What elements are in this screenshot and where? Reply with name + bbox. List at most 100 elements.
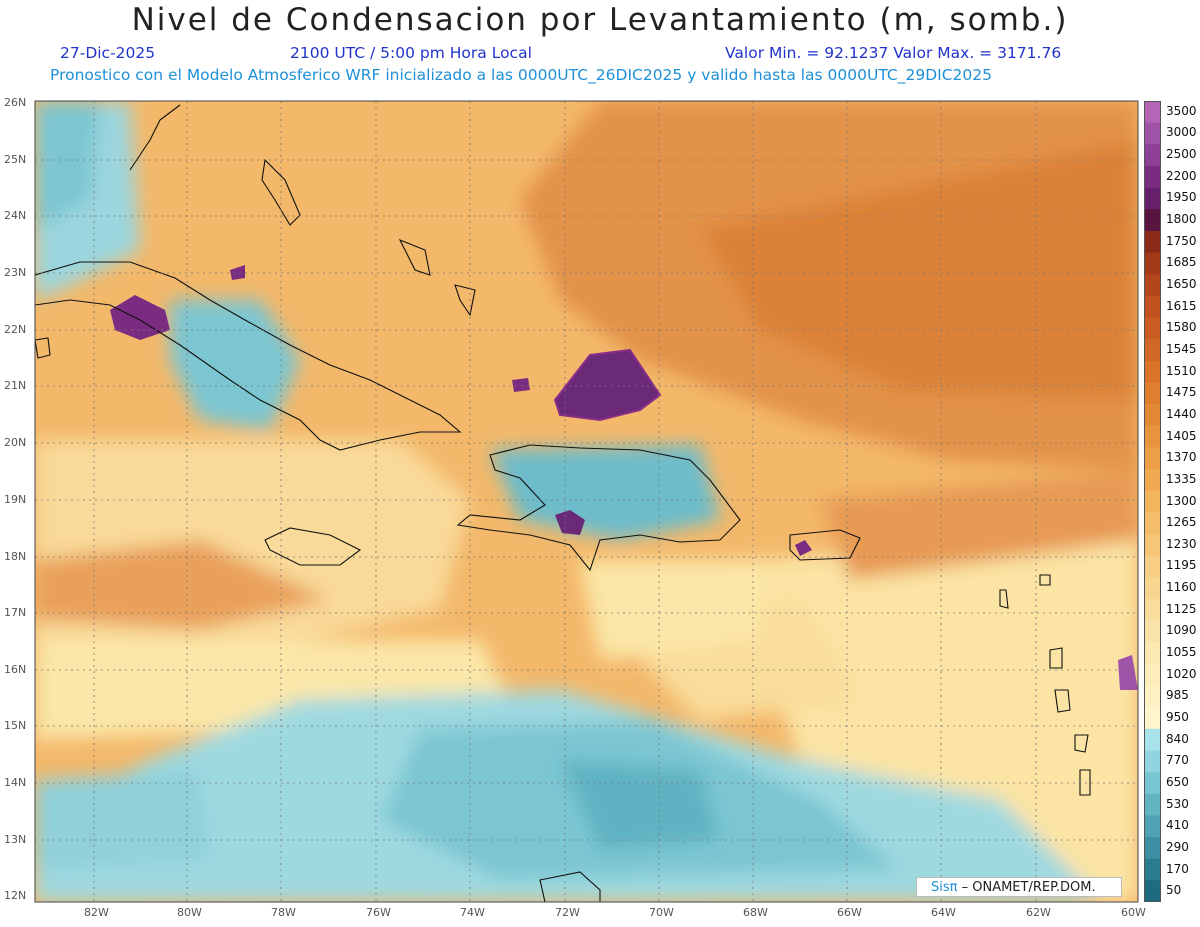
colorbar-swatch [1144, 793, 1161, 816]
lon-label: 74W [460, 906, 485, 919]
colorbar-label: 1475 [1166, 385, 1197, 400]
colorbar-swatch [1144, 598, 1161, 622]
colorbar-swatch [1144, 274, 1161, 297]
colorbar-swatch [1144, 880, 1161, 902]
lat-label: 19N [4, 493, 27, 506]
colorbar-label: 1195 [1166, 558, 1197, 573]
colorbar-swatch [1144, 469, 1161, 492]
lat-label: 17N [4, 606, 27, 619]
lon-label: 80W [177, 906, 202, 919]
colorbar-swatch [1144, 144, 1161, 167]
colorbar-swatch [1144, 101, 1161, 124]
colorbar-label: 1090 [1166, 623, 1197, 638]
lat-label: 16N [4, 663, 27, 676]
colorbar-label: 170 [1166, 861, 1189, 876]
colorbar-swatch [1144, 858, 1161, 881]
colorbar-swatch [1144, 837, 1161, 860]
high-lcl-patches [110, 265, 1138, 690]
forecast-date: 27-Dic-2025 [60, 44, 156, 62]
colorbar-swatch [1144, 187, 1161, 210]
colorbar-swatch [1144, 317, 1161, 340]
lat-label: 15N [4, 719, 27, 732]
colorbar-swatch [1144, 728, 1161, 751]
lon-label: 76W [366, 906, 391, 919]
lon-label: 68W [743, 906, 768, 919]
colorbar-swatch [1144, 533, 1161, 557]
colorbar-swatch [1144, 122, 1161, 145]
graticule [35, 101, 1138, 902]
lat-label: 13N [4, 833, 27, 846]
lat-label: 18N [4, 550, 27, 563]
colorbar-label: 1370 [1166, 450, 1197, 465]
colorbar-swatch [1144, 339, 1161, 362]
lat-label: 24N [4, 209, 27, 222]
colorbar-swatch [1144, 663, 1161, 687]
credit-box: Sisπ – ONAMET/REP.DOM. [916, 877, 1122, 897]
colorbar-swatch [1144, 707, 1161, 730]
lat-label: 26N [4, 96, 27, 109]
colorbar-label: 770 [1166, 753, 1189, 768]
colorbar-swatch [1144, 404, 1161, 427]
colorbar-label: 1160 [1166, 580, 1197, 595]
lat-label: 14N [4, 776, 27, 789]
credit-text: – ONAMET/REP.DOM. [961, 880, 1096, 895]
colorbar-frame [1144, 101, 1161, 902]
colorbar-label: 1020 [1166, 666, 1197, 681]
colorbar-swatch [1144, 252, 1161, 275]
colorbar-swatch [1144, 577, 1161, 600]
lat-label: 23N [4, 266, 27, 279]
colorbar-label: 1405 [1166, 428, 1197, 443]
forecast-time: 2100 UTC / 5:00 pm Hora Local [290, 44, 532, 62]
colorbar-swatch [1144, 815, 1161, 838]
colorbar-swatch [1144, 772, 1161, 795]
colorbar-swatch [1144, 165, 1161, 189]
colorbar-swatch [1144, 425, 1161, 448]
lon-label: 70W [649, 906, 674, 919]
colorbar-label: 2500 [1166, 147, 1197, 162]
colorbar-label: 1545 [1166, 341, 1197, 356]
lat-label: 20N [4, 436, 27, 449]
colorbar-label: 1650 [1166, 277, 1197, 291]
colorbar-label: 50 [1166, 883, 1182, 898]
colorbar-label: 1510 [1166, 363, 1197, 378]
colorbar-label: 1615 [1166, 298, 1197, 313]
credit-brand: Sisπ [931, 880, 958, 895]
colorbar-swatch [1144, 360, 1161, 383]
colorbar-label: 1800 [1166, 212, 1197, 227]
colorbar-label: 410 [1166, 818, 1189, 833]
map-frame [34, 100, 1139, 903]
lon-label: 78W [271, 906, 296, 919]
colorbar-swatch [1144, 447, 1161, 470]
colorbar-label: 1685 [1166, 255, 1197, 270]
colorbar-label: 290 [1166, 839, 1189, 854]
colorbar-label: 1230 [1166, 536, 1197, 551]
lat-label: 22N [4, 323, 27, 336]
lon-label: 66W [837, 906, 862, 919]
colorbar-label: 1580 [1166, 320, 1197, 335]
colorbar [1144, 101, 1161, 902]
colorbar-label: 1335 [1166, 471, 1197, 486]
lon-label: 82W [84, 906, 109, 919]
colorbar-swatch [1144, 295, 1161, 318]
value-range: Valor Min. = 92.1237 Valor Max. = 3171.7… [725, 44, 1062, 62]
colorbar-swatch [1144, 750, 1161, 773]
colorbar-swatch [1144, 230, 1161, 254]
colorbar-label: 3500 [1166, 103, 1197, 118]
map-title: Nivel de Condensacion por Levantamiento … [131, 2, 1069, 38]
colorbar-label: 950 [1166, 709, 1189, 724]
colorbar-label: 1265 [1166, 515, 1197, 530]
lon-label: 60W [1121, 906, 1146, 919]
lat-label: 21N [4, 379, 27, 392]
colorbar-label: 1055 [1166, 645, 1197, 660]
coastlines [35, 104, 1091, 902]
colorbar-label: 2200 [1166, 168, 1197, 183]
lat-label: 12N [4, 889, 27, 902]
lat-label: 25N [4, 153, 27, 166]
colorbar-swatch [1144, 555, 1161, 578]
colorbar-label: 530 [1166, 796, 1189, 811]
model-description: Pronostico con el Modelo Atmosferico WRF… [50, 66, 992, 84]
colorbar-label: 1440 [1166, 406, 1197, 421]
colorbar-label: 840 [1166, 731, 1189, 746]
colorbar-swatch [1144, 620, 1161, 643]
